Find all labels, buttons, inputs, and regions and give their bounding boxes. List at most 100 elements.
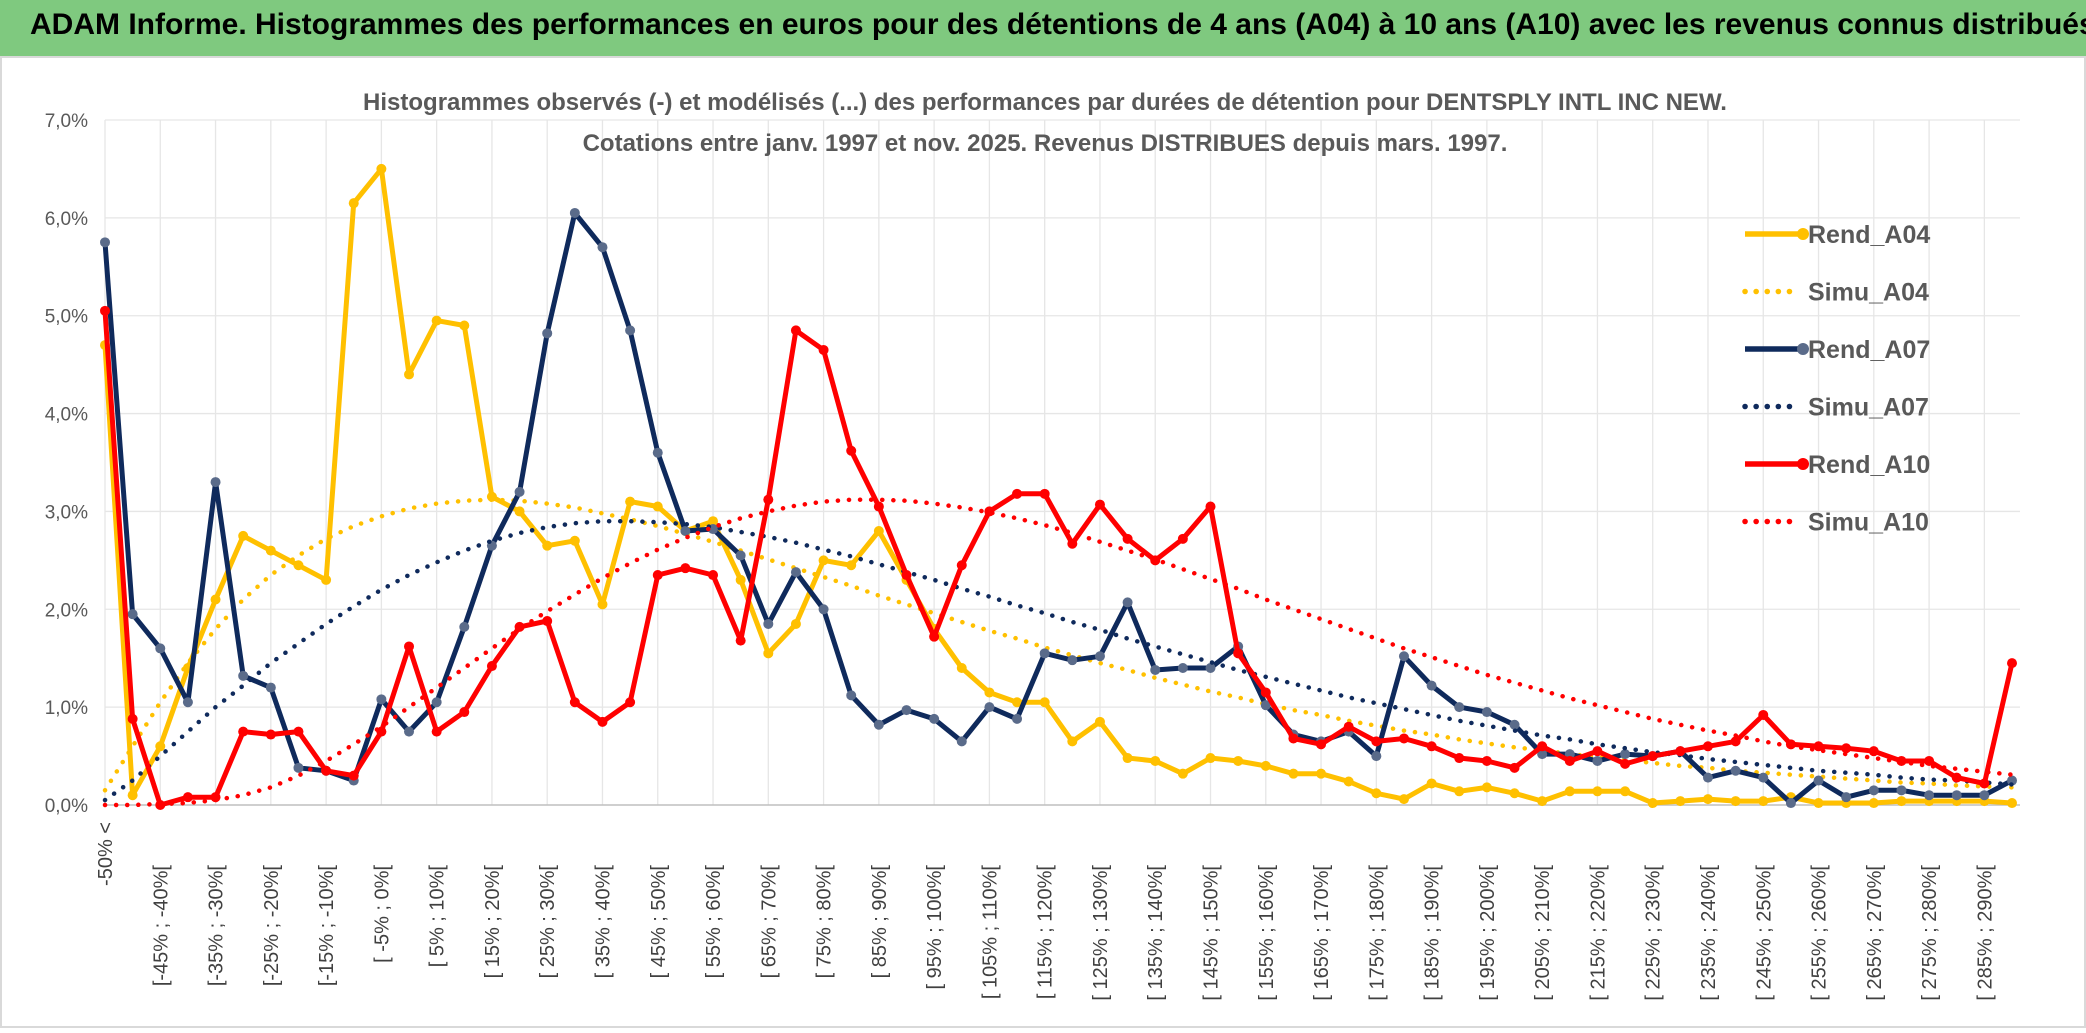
data-point-rend-a07 [1620, 749, 1631, 760]
series-lines [100, 163, 2017, 810]
data-point-rend-a10 [1841, 743, 1852, 754]
data-point-rend-a04 [984, 687, 995, 698]
data-point-rend-a04 [514, 506, 525, 517]
data-point-rend-a04 [1509, 788, 1520, 799]
series-line-rend-a04 [102, 166, 2013, 806]
x-tick-label: [ 255% ; 260%[ [1809, 865, 1831, 1001]
y-tick-label: 0,0% [45, 796, 88, 817]
y-tick-label: 6,0% [45, 209, 88, 230]
data-point-rend-a04 [956, 663, 967, 673]
data-point-rend-a04 [1398, 794, 1409, 805]
legend-marker-rend-a04 [1797, 228, 1809, 240]
data-point-rend-a04 [265, 545, 276, 556]
data-point-rend-a07 [1868, 785, 1879, 796]
data-point-rend-a04 [625, 496, 636, 507]
data-point-rend-a10 [1426, 741, 1437, 752]
data-point-rend-a10 [238, 726, 249, 737]
x-axis: -50% < [-45% ; -40%[[-35% ; -30%[[-25% ; … [95, 804, 2020, 1001]
x-tick-label: [ 35% ; 40%[ [592, 865, 614, 979]
data-point-rend-a07 [265, 682, 276, 693]
data-point-rend-a10 [127, 713, 138, 724]
data-point-rend-a07 [514, 486, 525, 497]
data-point-rend-a04 [1012, 697, 1023, 708]
data-point-rend-a04 [790, 618, 801, 629]
data-point-rend-a10 [1316, 739, 1327, 750]
data-point-rend-a10 [1813, 741, 1824, 752]
y-tick-label: 3,0% [45, 502, 88, 523]
data-point-rend-a04 [1481, 782, 1492, 793]
data-point-rend-a04 [597, 599, 608, 610]
chart-title: Histogrammes observés (-) et modélisés (… [363, 89, 1727, 116]
data-point-rend-a04 [1454, 786, 1465, 797]
x-tick-label: [ 245% ; 250%[ [1753, 865, 1775, 1001]
data-point-rend-a10 [1924, 755, 1935, 766]
data-point-rend-a07 [100, 237, 110, 248]
data-point-rend-a07 [210, 477, 221, 488]
data-point-rend-a04 [735, 574, 746, 585]
data-point-rend-a07 [1813, 775, 1824, 786]
data-point-rend-a04 [1288, 768, 1299, 779]
data-point-rend-a07 [625, 325, 636, 336]
data-point-rend-a10 [1758, 709, 1769, 720]
x-tick-label: [ 5% ; 10%[ [427, 865, 449, 968]
data-point-rend-a10 [680, 563, 691, 574]
y-tick-label: 7,0% [45, 111, 88, 132]
data-point-rend-a04 [1371, 788, 1382, 799]
data-point-rend-a07 [569, 207, 580, 218]
x-tick-label: [ 195% ; 200%[ [1477, 865, 1499, 1001]
data-point-rend-a10 [956, 560, 967, 571]
data-point-rend-a10 [1094, 499, 1105, 510]
data-point-rend-a07 [238, 670, 249, 681]
data-point-rend-a07 [404, 726, 415, 737]
y-axis: 0,0% 1,0% 2,0% 3,0% 4,0% 5,0% 6,0% 7,0% [45, 111, 88, 817]
data-point-rend-a07 [1371, 751, 1382, 762]
data-point-rend-a10 [763, 494, 774, 505]
y-tick-label: 2,0% [45, 600, 88, 621]
legend-marker-rend-a07 [1797, 343, 1809, 355]
data-point-rend-a07 [901, 705, 912, 716]
data-point-rend-a10 [1205, 501, 1216, 512]
data-point-rend-a10 [652, 570, 663, 581]
x-tick-label: [ 225% ; 230%[ [1643, 865, 1665, 1001]
legend-label-simu-a10: Simu_A10 [1808, 509, 1929, 537]
data-point-rend-a10 [901, 570, 912, 581]
data-point-rend-a10 [1177, 533, 1188, 544]
data-point-rend-a10 [873, 501, 884, 512]
data-point-rend-a07 [1924, 790, 1935, 801]
legend-label-rend-a10: Rend_A10 [1808, 451, 1930, 479]
data-point-rend-a04 [127, 790, 138, 801]
data-point-rend-a07 [2007, 775, 2017, 786]
data-point-rend-a07 [1564, 749, 1575, 760]
x-tick-label: [ 185% ; 190%[ [1422, 865, 1444, 1001]
data-point-rend-a10 [2007, 658, 2017, 669]
data-point-rend-a04 [569, 535, 580, 546]
x-tick-label: [ 15% ; 20%[ [482, 865, 504, 979]
data-point-rend-a10 [1233, 648, 1244, 659]
chart-grid [104, 119, 2020, 805]
data-point-rend-a10 [1122, 533, 1133, 544]
data-point-rend-a04 [818, 555, 829, 566]
report-header-bar: ADAM Informe. Histogrammes des performan… [0, 0, 2086, 58]
data-point-rend-a07 [1841, 792, 1852, 803]
data-point-rend-a04 [459, 320, 470, 331]
data-point-rend-a04 [763, 648, 774, 659]
data-point-rend-a07 [846, 690, 857, 701]
data-point-rend-a04 [1233, 755, 1244, 766]
data-point-rend-a10 [569, 697, 580, 708]
data-point-rend-a07 [652, 447, 663, 458]
data-point-rend-a04 [1592, 786, 1603, 797]
data-point-rend-a10 [459, 707, 470, 718]
data-point-rend-a07 [597, 242, 608, 253]
y-tick-label: 1,0% [45, 698, 88, 719]
data-point-rend-a10 [1454, 753, 1465, 764]
x-tick-label: [ 85% ; 90%[ [869, 865, 891, 979]
data-point-rend-a07 [1454, 702, 1465, 713]
data-point-rend-a07 [1979, 790, 1990, 801]
data-point-rend-a04 [846, 560, 857, 571]
data-point-rend-a10 [100, 305, 110, 316]
data-point-rend-a10 [1288, 733, 1299, 744]
data-point-rend-a07 [459, 621, 470, 632]
data-point-rend-a07 [376, 694, 387, 705]
data-point-rend-a07 [1205, 663, 1216, 673]
